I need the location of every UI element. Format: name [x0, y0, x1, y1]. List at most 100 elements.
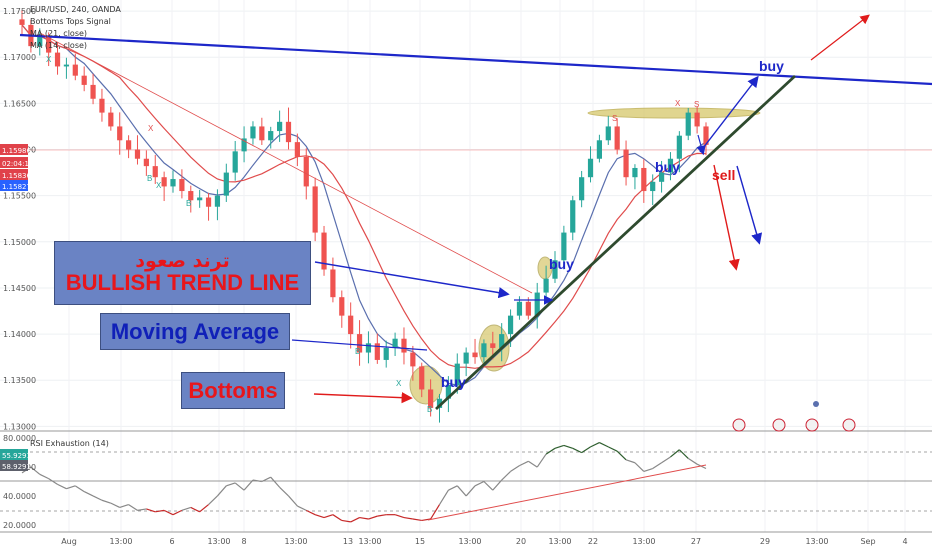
candle-body — [152, 166, 158, 178]
candle-body — [197, 197, 203, 201]
rsi-segment — [554, 444, 565, 449]
rsi-segment — [252, 479, 262, 483]
time-tick-label: 15 — [415, 537, 425, 546]
rsi-segment — [155, 509, 165, 513]
rsi-segment — [110, 502, 120, 509]
s-marker-1: S — [612, 114, 617, 123]
candle-body — [277, 121, 283, 132]
trend-label-english: BULLISH TREND LINE — [65, 270, 300, 295]
rsi-segment — [57, 483, 67, 490]
candle-body — [641, 167, 647, 192]
rsi-segment — [288, 495, 298, 507]
time-tick-label: 6 — [169, 537, 174, 546]
rsi-segment — [270, 476, 281, 488]
candle-body — [694, 112, 700, 127]
rsi-segment — [226, 482, 236, 487]
rsi-segment — [297, 505, 307, 511]
time-tick-label: 13:00 — [284, 537, 307, 546]
rsi-segment — [430, 504, 441, 520]
rsi-segment — [687, 457, 698, 465]
rsi-series — [21, 442, 707, 523]
time-tick-label: 13:00 — [458, 537, 481, 546]
candle-body — [348, 315, 354, 335]
rsi-segment — [421, 518, 431, 522]
candle-body — [179, 179, 185, 192]
rsi-segment — [501, 470, 511, 481]
rsi-segment — [625, 459, 636, 464]
rsi-segment — [545, 447, 556, 455]
rsi-segment — [394, 514, 405, 519]
rsi-tick-label: 80.0000 — [3, 434, 36, 443]
candle-body — [259, 126, 265, 141]
buy-label-top: buy — [759, 58, 784, 74]
rsi-segment — [483, 481, 494, 491]
bullish-trend-line — [435, 74, 796, 411]
rsi-segment — [616, 450, 627, 461]
resistance-highlight — [587, 107, 761, 119]
candle-body — [72, 64, 78, 76]
rsi-segment — [528, 460, 538, 468]
arrow-red-up — [810, 14, 870, 61]
symbol-title: EUR/USD, 240, OANDA — [30, 5, 121, 14]
price-tick-label: 1.13500 — [3, 376, 36, 385]
rsi-segment — [599, 442, 609, 448]
flag-icon[interactable] — [842, 418, 856, 432]
rsi-segment — [74, 485, 85, 493]
rsi-segment — [678, 449, 689, 459]
price-badge-label: 1.15986 — [2, 147, 31, 155]
candle-body — [63, 64, 70, 67]
candle-body — [161, 177, 167, 187]
time-tick-label: 13:00 — [358, 537, 381, 546]
time-tick-label: 13:00 — [109, 537, 132, 546]
candle-body — [81, 75, 87, 85]
rsi-segment — [146, 508, 156, 513]
candle-body — [374, 343, 380, 360]
candle-body — [241, 138, 247, 152]
candle-body — [37, 36, 43, 47]
candle-body — [125, 140, 132, 150]
rsi-badge-label: 55.9291 — [2, 452, 31, 460]
candle-body — [383, 347, 389, 360]
rsi-segment — [474, 480, 485, 487]
rsi-segment — [48, 478, 58, 485]
b-marker-1: B — [147, 174, 152, 183]
price-tick-label: 1.14500 — [3, 284, 36, 293]
ma-fast-line — [21, 24, 707, 386]
rsi-segment — [359, 516, 369, 520]
candle-body — [214, 195, 221, 207]
price-tick-label: 1.16500 — [3, 99, 36, 108]
candle-body — [428, 389, 434, 408]
candle-body — [19, 19, 25, 25]
flag-icon[interactable] — [772, 418, 786, 432]
price-badge-label: 1.15827 — [2, 183, 31, 191]
rsi-tick-label: 40.0000 — [3, 492, 36, 501]
rsi-segment — [314, 514, 325, 519]
rsi-segment — [66, 485, 76, 490]
bullish-trend-line-label: ترند صعود BULLISH TREND LINE — [54, 241, 311, 305]
time-tick-label: 22 — [588, 537, 598, 546]
arrow-buy-up — [699, 75, 759, 153]
rsi-segment — [465, 485, 476, 497]
candle-body — [472, 352, 478, 358]
candle-body — [232, 151, 238, 173]
candle-body — [170, 179, 176, 187]
rsi-trend-line — [427, 464, 707, 521]
price-badge — [0, 157, 28, 168]
rsi-segment — [670, 449, 680, 458]
rsi-segment — [608, 446, 618, 452]
candle-body — [134, 149, 141, 159]
flag-icon[interactable] — [732, 418, 746, 432]
candle-body — [561, 232, 567, 261]
rsi-segment — [377, 514, 387, 517]
candle-body — [303, 156, 309, 187]
candle-body — [463, 352, 469, 364]
candle-body — [605, 126, 611, 141]
rsi-segment — [181, 506, 191, 511]
buy-label-low: buy — [549, 256, 574, 272]
flag-icon[interactable] — [805, 418, 819, 432]
candle-body — [356, 334, 363, 353]
rsi-tick-label: 20.0000 — [3, 521, 36, 530]
candle-body — [454, 363, 460, 385]
candle-body — [117, 126, 123, 141]
event-dot-icon[interactable] — [813, 401, 819, 407]
